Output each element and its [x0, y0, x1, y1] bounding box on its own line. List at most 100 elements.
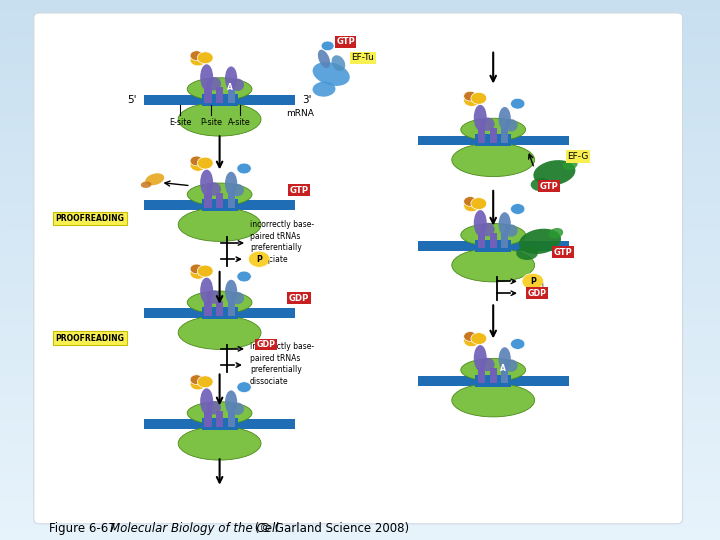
Bar [0, 316, 720, 319]
Bar [0, 59, 720, 62]
Bar [0, 524, 720, 526]
Bar [0, 111, 720, 113]
Bar [0, 259, 720, 262]
Bar [0, 278, 720, 281]
Bar [0, 292, 720, 294]
Bar [501, 128, 508, 143]
Bar [0, 437, 720, 440]
Bar [0, 11, 720, 14]
Bar [0, 508, 720, 510]
Bar [0, 135, 720, 138]
Bar [216, 87, 223, 103]
Ellipse shape [505, 225, 518, 237]
Bar [0, 216, 720, 219]
Bar [0, 224, 720, 227]
Ellipse shape [207, 77, 221, 90]
Bar [0, 310, 720, 313]
Bar [0, 157, 720, 159]
Circle shape [471, 333, 487, 345]
Bar [0, 502, 720, 505]
Bar [0, 435, 720, 437]
Bar [0, 94, 720, 97]
Ellipse shape [145, 173, 164, 185]
Ellipse shape [187, 183, 252, 206]
Circle shape [237, 271, 251, 282]
Bar [0, 232, 720, 235]
Bar [0, 324, 720, 327]
Bar [0, 38, 720, 40]
Ellipse shape [549, 228, 563, 239]
Circle shape [190, 375, 203, 384]
Ellipse shape [225, 172, 238, 195]
Circle shape [464, 94, 480, 106]
Text: PROOFREADING: PROOFREADING [55, 214, 125, 223]
Bar [0, 351, 720, 354]
Bar [0, 421, 720, 424]
Circle shape [471, 92, 487, 104]
Ellipse shape [505, 360, 518, 372]
Bar [0, 140, 720, 143]
Ellipse shape [331, 55, 346, 71]
Bar [490, 233, 497, 248]
Text: i: i [268, 260, 269, 266]
Bar [0, 446, 720, 448]
Circle shape [510, 204, 525, 214]
Text: GTP: GTP [539, 182, 558, 191]
Text: A-site: A-site [228, 118, 251, 127]
Bar [0, 327, 720, 329]
Bar [144, 200, 295, 210]
Bar [0, 375, 720, 378]
Bar [0, 49, 720, 51]
Bar [204, 301, 212, 316]
Bar [0, 472, 720, 475]
Bar [0, 100, 720, 103]
Bar [0, 167, 720, 170]
Bar [0, 184, 720, 186]
Bar [0, 362, 720, 364]
Bar [228, 193, 235, 208]
Bar [0, 159, 720, 162]
Bar [0, 489, 720, 491]
Bar [0, 494, 720, 497]
Bar [0, 122, 720, 124]
Bar [0, 486, 720, 489]
Bar [0, 57, 720, 59]
Bar [0, 108, 720, 111]
Bar [0, 270, 720, 273]
Bar [0, 19, 720, 22]
Bar [0, 478, 720, 481]
Bar [0, 535, 720, 537]
Bar [0, 192, 720, 194]
Bar [0, 305, 720, 308]
Ellipse shape [187, 78, 252, 100]
Bar [418, 136, 569, 145]
Bar [0, 300, 720, 302]
Bar [216, 301, 223, 316]
Text: E-site: E-site [168, 118, 192, 127]
Bar [0, 308, 720, 310]
Bar [0, 127, 720, 130]
Ellipse shape [534, 160, 575, 186]
Ellipse shape [207, 291, 221, 303]
Bar [0, 151, 720, 154]
Bar [0, 116, 720, 119]
Bar [0, 189, 720, 192]
Bar [0, 397, 720, 400]
Bar [0, 208, 720, 211]
Bar [202, 199, 238, 211]
Bar [0, 176, 720, 178]
Bar [0, 329, 720, 332]
Bar [0, 443, 720, 445]
Bar [0, 251, 720, 254]
Bar [0, 338, 720, 340]
Bar [0, 464, 720, 467]
Bar [0, 54, 720, 57]
Ellipse shape [452, 143, 534, 177]
Ellipse shape [200, 388, 213, 414]
Ellipse shape [200, 170, 213, 195]
Bar [0, 51, 720, 54]
Bar [0, 3, 720, 5]
Bar [144, 308, 295, 318]
Ellipse shape [498, 107, 511, 131]
Bar [0, 40, 720, 43]
